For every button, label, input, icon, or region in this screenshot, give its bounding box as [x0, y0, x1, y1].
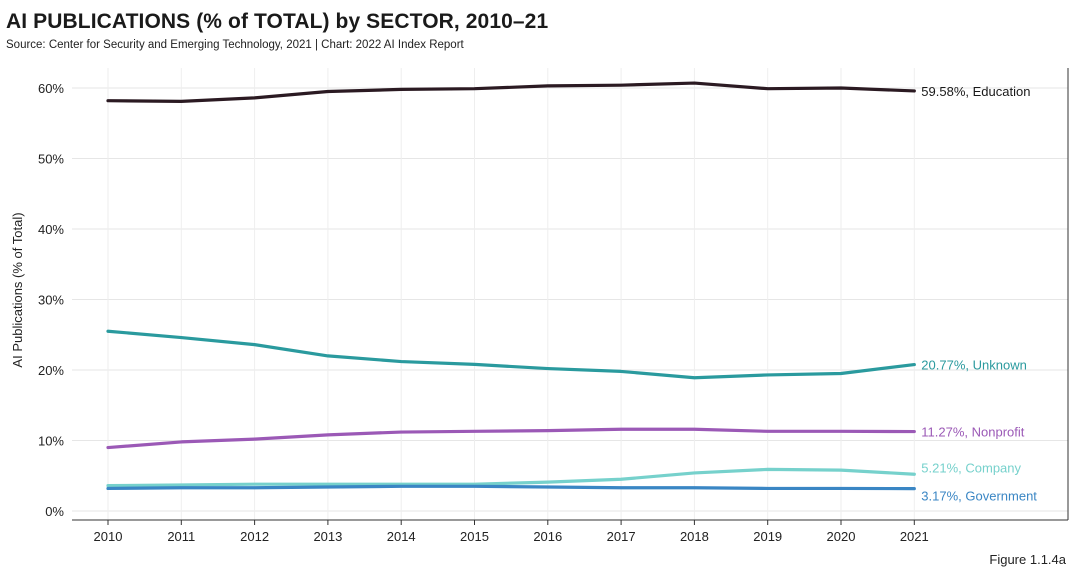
series-line-unknown	[106, 329, 916, 380]
y-tick-label: 30%	[38, 293, 64, 308]
series-line-government	[106, 484, 916, 491]
y-tick-label: 50%	[38, 152, 64, 167]
series-line-company	[106, 467, 916, 488]
series-label-unknown: 20.77%, Unknown	[921, 358, 1027, 373]
axes	[72, 68, 1069, 525]
figure-label: Figure 1.1.4a	[989, 552, 1066, 567]
x-tick-label: 2014	[387, 529, 416, 544]
x-tick-label: 2021	[900, 529, 929, 544]
x-tick-label: 2017	[607, 529, 636, 544]
series-label-education: 59.58%, Education	[921, 84, 1030, 99]
x-tick-label: 2015	[460, 529, 489, 544]
x-tick-label: 2018	[680, 529, 709, 544]
y-tick-label: 0%	[45, 504, 64, 519]
chart-title: AI PUBLICATIONS (% of TOTAL) by SECTOR, …	[6, 10, 549, 33]
x-tick-label: 2016	[533, 529, 562, 544]
y-tick-labels: 0% 10% 20% 30% 40% 50% 60%	[38, 81, 64, 519]
chart-subtitle: Source: Center for Security and Emerging…	[6, 39, 464, 51]
gridlines	[72, 68, 1068, 520]
x-tick-label: 2020	[827, 529, 856, 544]
series-line-nonprofit	[106, 427, 916, 450]
series-end-labels: 59.58%, Education 20.77%, Unknown 11.27%, …	[921, 84, 1037, 504]
x-tick-label: 2010	[94, 529, 123, 544]
y-tick-label: 10%	[38, 434, 64, 449]
series-label-company: 5.21%, Company	[921, 460, 1021, 475]
series-lines	[106, 81, 916, 491]
series-line-education	[106, 81, 916, 103]
x-tick-label: 2019	[753, 529, 782, 544]
series-label-government: 3.17%, Government	[921, 489, 1037, 504]
x-tick-labels: 2010 2011 2012 2013 2014 2015 2016 2017 2018 2019…	[94, 529, 929, 544]
y-tick-label: 60%	[38, 81, 64, 96]
series-label-nonprofit: 11.27%, Nonprofit	[921, 425, 1024, 440]
y-axis-label: AI Publications (% of Total)	[10, 212, 25, 367]
y-tick-label: 40%	[38, 222, 64, 237]
y-tick-label: 20%	[38, 363, 64, 378]
x-tick-label: 2012	[240, 529, 269, 544]
x-tick-label: 2011	[167, 529, 195, 544]
x-tick-label: 2013	[313, 529, 342, 544]
